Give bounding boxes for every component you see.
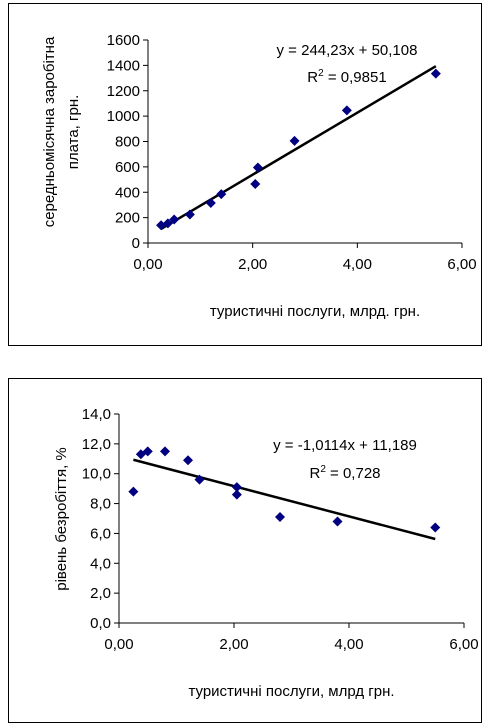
y-axis-label: плата, грн. (65, 95, 82, 170)
chart-wage-vs-tourism-svg: 0 200 400 600 800 1000 1200 1400 1600 0,00 2,00 4,0… (41, 32, 477, 320)
data-point (275, 512, 285, 523)
chart-unemployment-vs-tourism: 0,0 2,0 4,0 6,0 8,0 10,0 12,0 14,0 0,00 2,00 4,00 6… (8, 378, 482, 723)
y-tick-label: 6,0 (90, 525, 111, 542)
data-point (162, 218, 173, 229)
data-point (142, 446, 153, 457)
y-tick-label: 14,0 (82, 406, 111, 423)
chart-unemployment-vs-tourism-svg: 0,0 2,0 4,0 6,0 8,0 10,0 12,0 14,0 0,00 2,00 4,00 6… (53, 406, 479, 700)
x-tick-label: 4,00 (334, 636, 363, 653)
y-tick-label: 4,0 (90, 555, 111, 572)
chart-wage-vs-tourism: 0 200 400 600 800 1000 1200 1400 1600 0,00 2,00 4,0… (8, 3, 482, 346)
y-axis-label: середньомісячна заробітна (41, 36, 58, 227)
y-tick-label: 1200 (107, 83, 140, 100)
data-point (250, 179, 261, 190)
data-point (252, 162, 263, 173)
y-tick-label: 0 (132, 235, 140, 252)
trendline-equation: y = 244,23x + 50,108 (277, 42, 418, 59)
y-tick-label: 0,0 (90, 615, 111, 632)
y-tick-label: 1600 (107, 32, 140, 49)
x-axis-label: туристичні послуги, млрд. грн. (210, 303, 420, 320)
y-tick-label: 1000 (107, 108, 140, 125)
x-tick-label: 2,00 (219, 636, 248, 653)
data-point (184, 209, 195, 220)
data-point (341, 105, 352, 116)
y-tick-label: 12,0 (82, 436, 111, 453)
y-tick-label: 10,0 (82, 466, 111, 483)
data-point (169, 214, 180, 225)
data-point (194, 474, 205, 485)
x-tick-label: 6,00 (447, 256, 476, 273)
x-tick-label: 2,00 (238, 256, 267, 273)
y-tick-label: 1400 (107, 57, 140, 74)
x-tick-label: 6,00 (449, 636, 478, 653)
data-point (128, 486, 139, 497)
x-tick-label: 0,00 (133, 256, 162, 273)
y-tick-label: 200 (115, 210, 140, 227)
data-point (216, 189, 227, 200)
data-point (231, 482, 242, 493)
y-tick-label: 2,0 (90, 585, 111, 602)
r-squared-label: R2 = 0,728 (309, 464, 380, 482)
y-tick-label: 400 (115, 184, 140, 201)
trendline (160, 65, 437, 230)
data-point (289, 135, 300, 146)
data-point (183, 455, 193, 466)
y-axis-label: рівень безробіття, % (53, 447, 70, 591)
y-tick-label: 600 (115, 159, 140, 176)
x-tick-label: 4,00 (343, 256, 372, 273)
x-tick-label: 0,00 (104, 636, 133, 653)
x-axis-label: туристичні послуги, млрд грн. (188, 683, 394, 700)
data-point (332, 516, 343, 527)
data-point (205, 198, 216, 209)
data-point (231, 489, 242, 500)
trendline (133, 458, 436, 541)
data-point (135, 449, 146, 460)
y-tick-label: 8,0 (90, 496, 111, 513)
trendline-equation: y = -1,0114x + 11,189 (273, 437, 417, 454)
data-point (430, 522, 441, 533)
y-tick-label: 800 (115, 134, 140, 151)
data-point (430, 68, 441, 79)
r-squared-label: R2 = 0,9851 (307, 68, 386, 86)
data-point (160, 446, 170, 457)
